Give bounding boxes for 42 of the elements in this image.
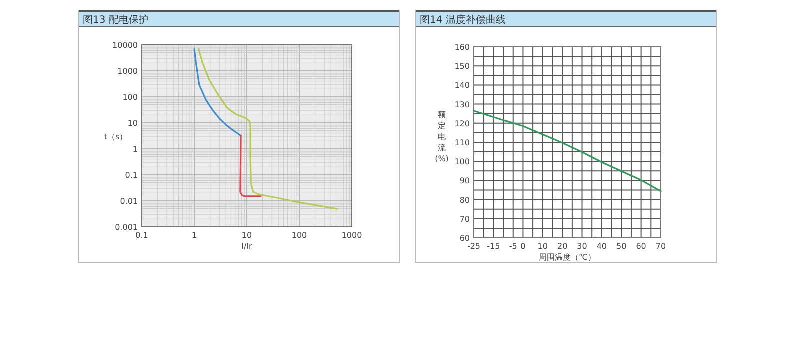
y-tick-label: 1000: [118, 67, 138, 76]
x-axis-title: I/Ir: [242, 242, 254, 251]
y-tick-label: 100: [454, 158, 470, 167]
y-tick-label: 130: [454, 100, 470, 110]
y-axis-title: 额定电流(%): [435, 110, 449, 164]
y-tick-label: 0.1: [125, 171, 138, 180]
x-tick-label: 40: [596, 242, 608, 251]
x-tick-label: 60: [636, 242, 646, 251]
line-series: [240, 135, 262, 198]
line-series: [473, 110, 662, 192]
y-tick-label: 80: [460, 196, 470, 205]
y-tick-label: 140: [454, 81, 470, 90]
y-tick-label: 10000: [112, 41, 138, 50]
x-tick-label: 0: [520, 242, 526, 251]
x-tick-label: 30: [577, 242, 588, 251]
y-tick-label: 70: [460, 214, 470, 224]
x-tick-label: 10: [538, 242, 548, 251]
y-axis-title: t（s）: [104, 132, 128, 142]
x-tick-label: 10: [242, 231, 252, 240]
chart-title: 图14 温度补偿曲线: [420, 14, 506, 26]
y-tick-label: 150: [454, 62, 470, 72]
y-tick-label: 120: [454, 119, 470, 128]
x-tick-label: 50: [616, 242, 627, 251]
x-tick-label: 0.1: [136, 231, 148, 240]
y-tick-label: 100: [122, 93, 138, 102]
x-tick-label: -25: [467, 242, 481, 251]
y-tick-label: 160: [454, 43, 470, 52]
y-tick-label: 10: [128, 119, 138, 128]
x-axis-title: 周围温度（℃）: [539, 253, 596, 262]
x-tick-label: -5: [509, 242, 518, 251]
x-tick-label: 1000: [342, 231, 362, 240]
y-tick-label: 0.01: [120, 197, 138, 206]
x-tick-label: 1: [192, 231, 198, 240]
x-tick-label: 70: [656, 242, 666, 251]
x-tick-label: -15: [487, 242, 500, 251]
x-tick-label: 20: [557, 242, 568, 251]
x-tick-label: 100: [292, 231, 308, 240]
y-tick-label: 90: [460, 176, 470, 186]
y-tick-label: 110: [454, 138, 470, 148]
y-tick-label: 0.001: [115, 223, 138, 232]
y-tick-label: 1: [132, 145, 138, 154]
chart-title: 图13 配电保护: [83, 14, 149, 26]
